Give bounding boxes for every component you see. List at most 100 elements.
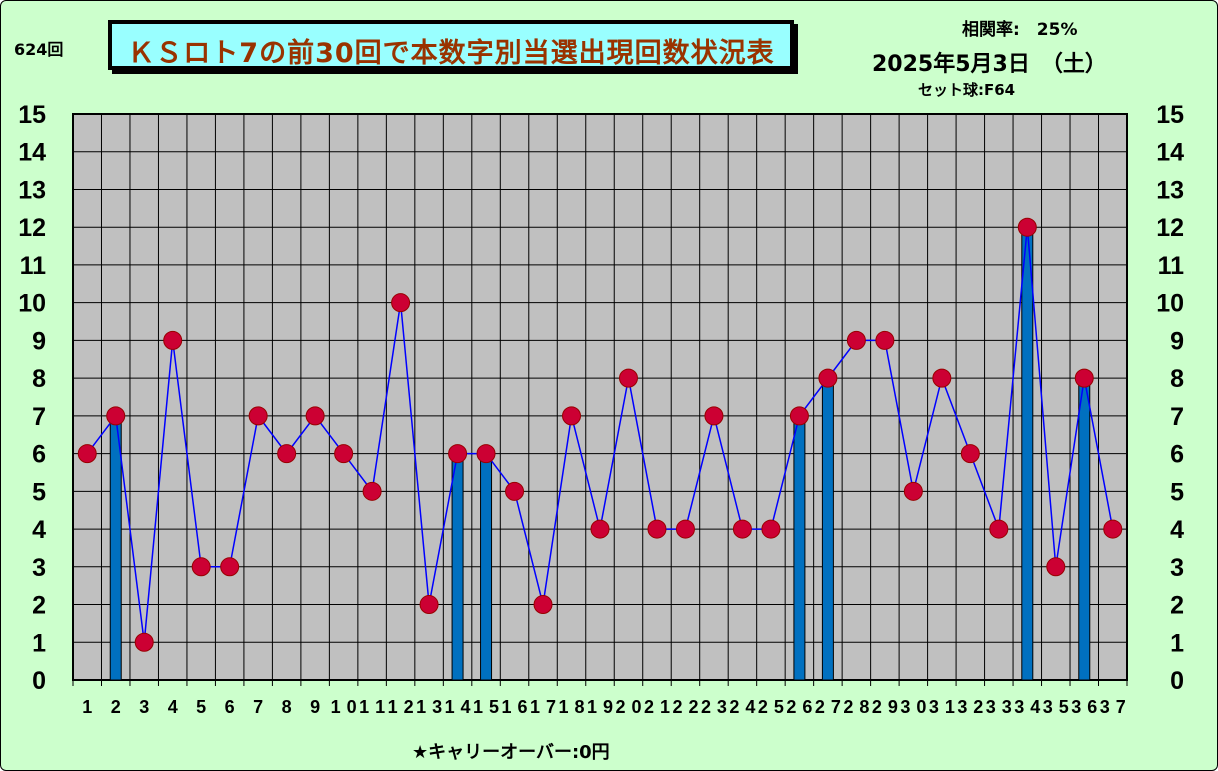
marker-29 — [875, 330, 895, 350]
marker-18 — [562, 406, 582, 426]
y-tick-label-right: 3 — [1170, 554, 1184, 582]
bar-34 — [1021, 226, 1034, 681]
x-tick-label: 26 — [786, 697, 812, 717]
y-tick-label-left: 7 — [32, 403, 46, 431]
y-tick-label-left: 3 — [32, 554, 46, 582]
marker-10 — [334, 444, 354, 464]
x-tick-label: 14 — [445, 697, 471, 717]
bar-26 — [793, 415, 806, 681]
marker-21 — [647, 519, 667, 539]
marker-9 — [305, 406, 325, 426]
x-tick-label: 35 — [1043, 697, 1069, 717]
marker-2 — [106, 406, 126, 426]
marker-14 — [448, 444, 468, 464]
x-tick-label: 7 — [253, 697, 263, 717]
x-tick-label: 3 — [139, 697, 149, 717]
y-tick-label-right: 0 — [1170, 667, 1184, 695]
x-tick-label: 36 — [1071, 697, 1097, 717]
x-tick-label: 16 — [502, 697, 528, 717]
carryover-text: ★キャリーオーバー:0円 — [412, 742, 610, 763]
y-tick-label-left: 11 — [20, 252, 47, 280]
marker-27 — [818, 368, 838, 388]
x-tick-label: 33 — [986, 697, 1012, 717]
x-tick-label: 21 — [644, 697, 670, 717]
y-tick-label-left: 5 — [32, 478, 46, 506]
round-number: 624回 — [14, 40, 64, 59]
y-tick-label-right: 2 — [1170, 592, 1184, 620]
y-tick-label-right: 13 — [1156, 176, 1184, 204]
bar-14 — [451, 453, 464, 681]
y-tick-label-right: 9 — [1170, 327, 1184, 355]
y-tick-label-left: 15 — [18, 101, 46, 129]
marker-28 — [846, 330, 866, 350]
y-tick-label-left: 2 — [32, 592, 46, 620]
marker-12 — [391, 293, 411, 313]
x-tick-label: 13 — [416, 697, 442, 717]
x-tick-label: 32 — [957, 697, 983, 717]
x-tick-label: 25 — [758, 697, 784, 717]
y-tick-label-left: 8 — [32, 365, 46, 393]
x-tick-label: 4 — [168, 697, 178, 717]
y-tick-label-right: 10 — [1156, 290, 1184, 318]
marker-17 — [533, 595, 553, 615]
bar-2 — [109, 415, 122, 681]
x-tick-label: 5 — [196, 697, 206, 717]
y-tick-label-left: 13 — [18, 176, 46, 204]
marker-31 — [932, 368, 952, 388]
x-tick-label: 24 — [729, 697, 755, 717]
x-tick-label: 27 — [815, 697, 841, 717]
marker-3 — [134, 632, 154, 652]
x-tick-label: 29 — [872, 697, 898, 717]
y-tick-label-right: 6 — [1170, 441, 1184, 469]
marker-36 — [1074, 368, 1094, 388]
y-tick-label-left: 1 — [32, 629, 46, 657]
x-tick-label: 37 — [1100, 697, 1126, 717]
x-tick-label: 6 — [225, 697, 235, 717]
y-tick-label-left: 9 — [32, 327, 46, 355]
y-tick-label-right: 5 — [1170, 478, 1184, 506]
plot-area — [72, 113, 1128, 681]
x-tick-label: 31 — [929, 697, 955, 717]
y-tick-label-left: 0 — [32, 667, 46, 695]
y-tick-label-right: 1 — [1170, 629, 1184, 657]
y-tick-label-right: 4 — [1170, 516, 1184, 544]
marker-37 — [1103, 519, 1123, 539]
x-tick-label: 28 — [843, 697, 869, 717]
marker-24 — [732, 519, 752, 539]
y-tick-label-left: 4 — [32, 516, 46, 544]
marker-32 — [960, 444, 980, 464]
marker-25 — [761, 519, 781, 539]
draw-date: 2025年5月3日 （土） — [872, 52, 1107, 77]
bar-27 — [821, 377, 834, 681]
x-tick-label: 19 — [587, 697, 613, 717]
x-tick-label: 30 — [900, 697, 926, 717]
marker-6 — [220, 557, 240, 577]
marker-34 — [1017, 217, 1037, 237]
chart-title: ＫＳロト7の前30回で本数字別当選出現回数状況表 — [127, 38, 775, 69]
x-tick-label: 20 — [615, 697, 641, 717]
x-tick-label: 1 — [82, 697, 92, 717]
set-ball: セット球:F64 — [918, 81, 1016, 99]
correlation-rate: 相関率: 25% — [962, 20, 1078, 40]
x-tick-label: 22 — [672, 697, 698, 717]
y-tick-label-left: 10 — [18, 290, 46, 318]
marker-33 — [989, 519, 1009, 539]
x-tick-label: 17 — [530, 697, 556, 717]
marker-26 — [789, 406, 809, 426]
y-tick-label-left: 14 — [18, 139, 46, 167]
marker-7 — [248, 406, 268, 426]
bar-15 — [480, 453, 493, 681]
x-tick-label: 11 — [359, 697, 385, 717]
marker-5 — [191, 557, 211, 577]
x-tick-label: 34 — [1014, 697, 1040, 717]
bar-36 — [1078, 377, 1091, 681]
y-tick-label-right: 11 — [1158, 252, 1185, 280]
y-tick-label-right: 8 — [1170, 365, 1184, 393]
marker-35 — [1046, 557, 1066, 577]
x-tick-label: 18 — [559, 697, 585, 717]
y-tick-label-right: 14 — [1156, 139, 1184, 167]
x-tick-label: 9 — [310, 697, 320, 717]
y-tick-label-right: 15 — [1156, 101, 1184, 129]
marker-19 — [590, 519, 610, 539]
